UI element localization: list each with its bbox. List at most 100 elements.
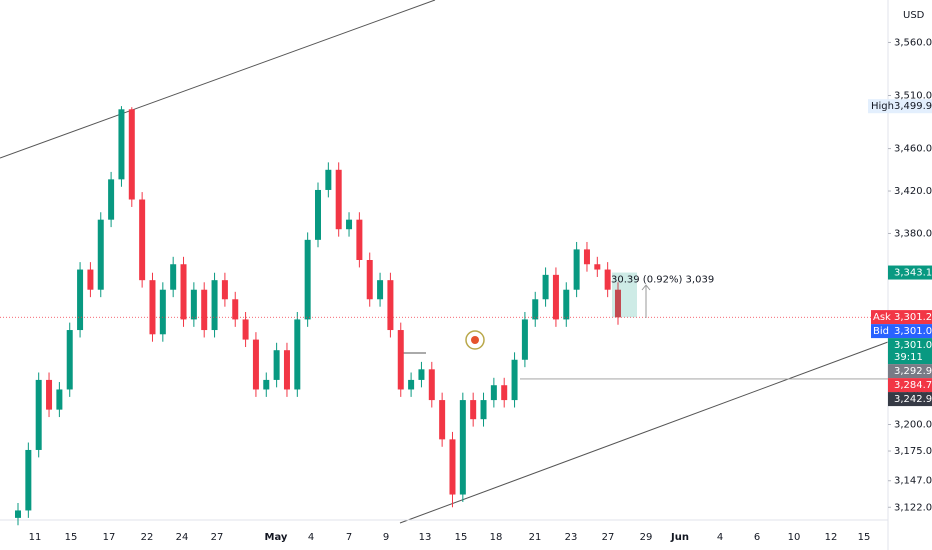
candle-body	[552, 274, 559, 320]
candle-body	[87, 269, 94, 290]
candle-body	[201, 289, 208, 331]
candle-body	[521, 319, 528, 360]
candle-body	[25, 449, 32, 511]
badge-name-bg	[871, 310, 888, 325]
x-tick-label: 23	[565, 532, 578, 543]
x-tick-label: 9	[383, 532, 389, 543]
price-badge-label: 3,292.92	[894, 366, 932, 377]
x-tick-label: Jun	[670, 532, 689, 543]
candle-body	[221, 280, 228, 300]
candle-body	[118, 109, 125, 180]
candle-body	[304, 239, 311, 320]
candle-body	[346, 219, 353, 230]
y-tick-label: 3,560.00	[894, 37, 932, 48]
x-tick-label: 11	[29, 532, 42, 543]
x-tick-label: 17	[103, 532, 116, 543]
x-tick-label: 27	[602, 532, 615, 543]
candle-body	[211, 280, 218, 331]
y-tick-label: 3,460.00	[894, 144, 932, 155]
candle-body	[35, 379, 42, 450]
candle-body	[159, 289, 166, 335]
x-tick-label: 22	[141, 532, 154, 543]
x-tick-label: 4	[308, 532, 314, 543]
price-badge	[888, 265, 932, 280]
y-tick-label: 3,175.00	[894, 446, 932, 457]
price-badge-label: 3,284.71	[894, 380, 932, 391]
badge-name: Bid	[873, 326, 889, 337]
measure-arrow-head	[641, 284, 651, 291]
candle-body	[15, 510, 21, 518]
y-tick-label: 3,122.00	[894, 502, 932, 513]
x-tick-label: 24	[176, 532, 189, 543]
price-badge-label: 3,242.94	[894, 394, 932, 405]
candle-body	[108, 179, 115, 220]
candle-body	[97, 219, 104, 290]
candle-body	[459, 400, 466, 495]
candle-body	[377, 280, 384, 300]
candle-body	[325, 169, 332, 190]
price-badge	[888, 324, 932, 339]
candle-body	[294, 319, 301, 390]
candle-body	[573, 249, 580, 290]
candle-body	[542, 274, 549, 300]
price-badge	[888, 378, 932, 393]
badge-name: Ask	[873, 312, 891, 323]
candle-body	[242, 319, 249, 340]
candle-body	[232, 299, 239, 320]
x-tick-label: 4	[717, 532, 723, 543]
candle-body	[149, 280, 156, 335]
candle-body	[335, 169, 342, 230]
price-badge	[888, 392, 932, 407]
candle-body	[77, 269, 84, 331]
x-tick-label: 15	[455, 532, 468, 543]
badge-name-bg	[871, 324, 888, 339]
candle-body	[366, 260, 373, 300]
high-value: 3,499.92	[894, 101, 932, 112]
candle-body	[356, 219, 363, 260]
candle-body	[594, 264, 601, 270]
candle-body	[449, 439, 456, 495]
x-tick-label: 27	[211, 532, 224, 543]
candle-body	[480, 400, 487, 420]
candle-body	[190, 289, 197, 320]
candle-body	[128, 109, 135, 200]
candle-body	[46, 379, 53, 410]
candle-body	[428, 369, 435, 401]
price-badge	[888, 364, 932, 379]
candle-body	[387, 280, 394, 331]
x-tick-label: 13	[419, 532, 432, 543]
price-badge	[888, 310, 932, 325]
candle-body	[139, 199, 146, 281]
candle-body	[418, 369, 425, 380]
price-badge-label: 3,301.07	[894, 326, 932, 337]
candle-body	[180, 264, 187, 320]
measure-label: 30.39 (0.92%) 3,039	[611, 275, 714, 286]
currency: USD	[903, 10, 925, 21]
price-badge-label: 3,301.07	[894, 340, 932, 351]
candle-body	[490, 385, 497, 401]
candle-body	[263, 379, 270, 390]
x-tick-label: 6	[754, 532, 760, 543]
x-tick-label: 12	[825, 532, 838, 543]
y-tick-label: 3,200.00	[894, 419, 932, 430]
logo	[465, 330, 485, 350]
y-tick-label: 3,147.00	[894, 476, 932, 487]
x-tick-label: 10	[788, 532, 801, 543]
price-badge-label: 3,301.20	[894, 312, 932, 323]
candle-body	[470, 400, 477, 420]
x-tick-label: May	[265, 532, 288, 543]
candle-body	[66, 330, 73, 390]
countdown: 39:11	[894, 352, 923, 363]
candle-body	[252, 339, 259, 390]
y-tick-label: 3,420.00	[894, 186, 932, 197]
price-badge-label: 3,343.19	[894, 268, 932, 279]
candle-body	[439, 400, 446, 440]
x-tick-label: 29	[640, 532, 653, 543]
candle-body	[408, 379, 415, 390]
candle-body	[511, 359, 518, 401]
x-tick-label: 7	[346, 532, 352, 543]
candle-body	[583, 249, 590, 265]
candle-body	[315, 189, 321, 240]
candle-body	[604, 269, 611, 290]
